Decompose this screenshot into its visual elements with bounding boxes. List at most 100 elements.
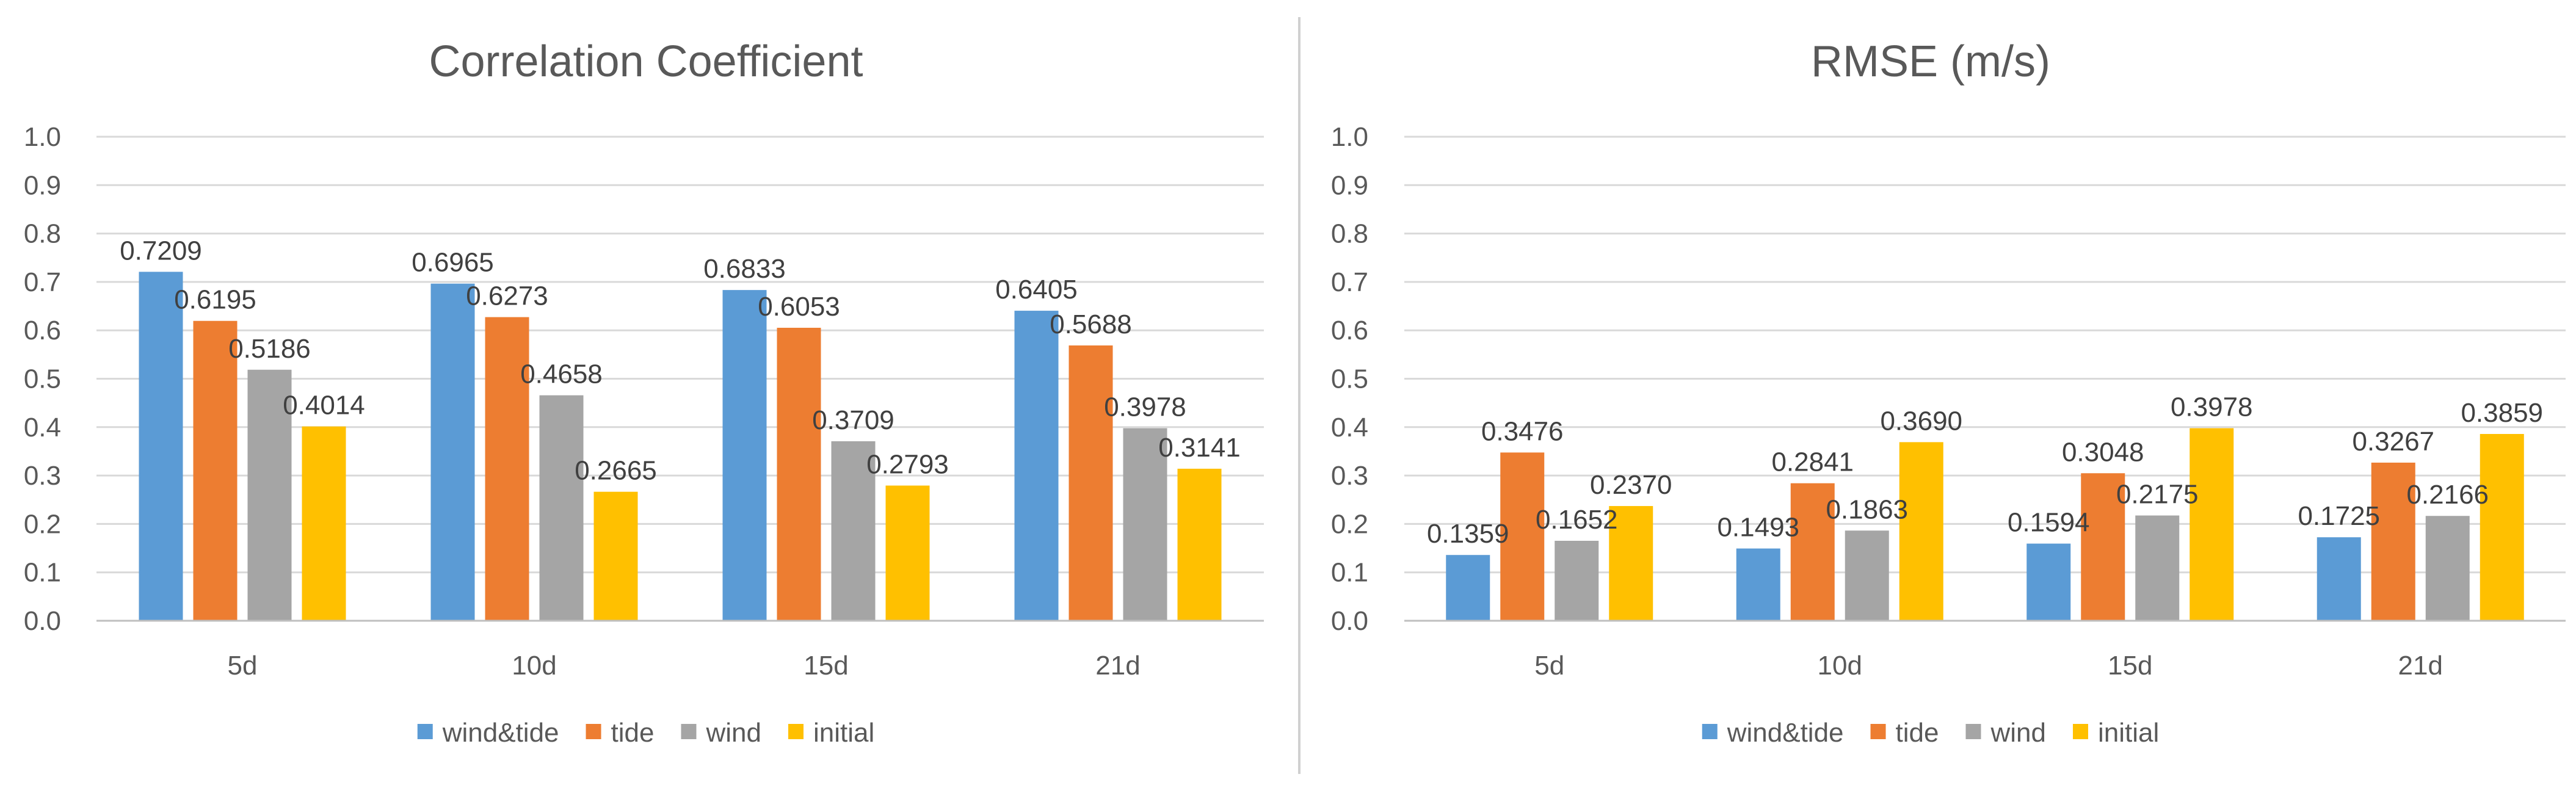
y-tick-label: 0.8 <box>1331 219 1368 249</box>
data-label-initial-10d: 0.2665 <box>575 456 657 486</box>
legend-swatch-tide <box>1870 724 1886 739</box>
x-tick-label-10d: 10d <box>512 651 556 681</box>
y-tick-label: 0.3 <box>24 461 61 491</box>
legend-label-initial: initial <box>813 718 874 748</box>
bar-wind-21d <box>1123 428 1167 621</box>
correlation-coefficient-chart: Correlation Coefficient 0.7209 0.6195 0.5 1… <box>24 37 1264 748</box>
bar-tide-10d <box>485 317 529 621</box>
legend-label-wind: wind <box>1990 718 2046 748</box>
data-label-wind-and-tide-10d: 0.1493 <box>1717 513 1799 543</box>
data-label-wind-15d: 0.2175 <box>2116 480 2199 510</box>
y-tick-label: 0.4 <box>1331 413 1368 443</box>
bar-tide-5d <box>193 320 238 621</box>
bar-wind-and-tide-21d <box>1014 311 1059 621</box>
y-tick-label: 1.0 <box>24 122 61 152</box>
bar-initial-5d <box>302 426 346 621</box>
legend-swatch-wind-and-tide <box>417 724 433 739</box>
bar-initial-10d <box>1899 442 1943 621</box>
legend-label-initial: initial <box>2098 718 2159 748</box>
y-tick-label: 0.7 <box>24 267 61 297</box>
data-label-tide-21d: 0.5688 <box>1050 309 1132 339</box>
axis: 0.0 0.1 0.2 0.3 0.4 0.5 0.6 0.7 0.8 0.9 1.0 5d 10d 15… <box>1331 122 2566 681</box>
data-label-wind-10d: 0.4658 <box>520 360 603 389</box>
bar-tide-15d <box>2081 473 2125 621</box>
legend-label-tide: tide <box>1896 718 1939 748</box>
x-tick-label-21d: 21d <box>2398 651 2443 681</box>
data-label-tide-10d: 0.6273 <box>466 281 548 311</box>
legend-label-wind: wind <box>705 718 761 748</box>
legend-swatch-wind <box>681 724 697 739</box>
x-tick-label-15d: 15d <box>804 651 848 681</box>
data-label-tide-10d: 0.2841 <box>1771 447 1854 477</box>
bar-wind-and-tide-5d <box>139 272 183 621</box>
y-tick-label: 0.5 <box>24 364 61 394</box>
data-labels: 0.1359 0.3476 0.1652 0.2370 0.1493 0.2841 0.18… <box>1427 392 2543 549</box>
bar-tide-21d <box>1068 345 1113 621</box>
y-tick-label: 1.0 <box>1331 122 1368 152</box>
data-label-wind-and-tide-5d: 0.1359 <box>1427 519 1509 549</box>
bar-wind-and-tide-15d <box>722 290 767 621</box>
bars <box>139 272 1222 621</box>
chart-title: RMSE (m/s) <box>1811 37 2050 86</box>
y-tick-label: 0.1 <box>24 558 61 588</box>
data-label-initial-5d: 0.4014 <box>283 391 365 421</box>
bar-initial-5d <box>1609 506 1653 621</box>
legend-swatch-initial <box>788 724 804 739</box>
legend-label-wind-and-tide: wind&tide <box>1727 718 1844 748</box>
data-label-tide-5d: 0.6195 <box>174 285 256 315</box>
bar-initial-10d <box>593 491 638 621</box>
bar-wind-5d <box>1555 540 1599 621</box>
data-label-wind-and-tide-5d: 0.7209 <box>120 236 202 266</box>
y-tick-label: 0.0 <box>1331 606 1368 636</box>
data-label-initial-15d: 0.2793 <box>866 450 949 480</box>
chart-title: Correlation Coefficient <box>429 37 863 86</box>
bars <box>1446 428 2524 621</box>
data-label-wind-and-tide-21d: 0.6405 <box>995 275 1078 305</box>
x-tick-label-5d: 5d <box>228 651 258 681</box>
bar-wind-15d <box>831 441 876 621</box>
data-label-wind-5d: 0.1652 <box>1536 505 1618 535</box>
y-tick-label: 0.7 <box>1331 267 1368 297</box>
data-label-tide-15d: 0.3048 <box>2062 437 2144 467</box>
y-tick-label: 0.6 <box>24 316 61 345</box>
legend-label-wind-and-tide: wind&tide <box>442 718 559 748</box>
bar-initial-15d <box>885 485 930 621</box>
bar-wind-5d <box>247 369 292 621</box>
y-tick-label: 0.5 <box>1331 364 1368 394</box>
bar-wind-and-tide-5d <box>1446 555 1490 621</box>
bar-wind-15d <box>2135 515 2180 621</box>
x-tick-label-21d: 21d <box>1095 651 1140 681</box>
data-label-initial-15d: 0.3978 <box>2171 392 2253 422</box>
bar-tide-5d <box>1500 452 1545 621</box>
y-tick-label: 0.9 <box>24 170 61 200</box>
data-label-wind-and-tide-10d: 0.6965 <box>412 248 494 278</box>
data-label-tide-5d: 0.3476 <box>1481 416 1564 446</box>
data-label-wind-21d: 0.3978 <box>1104 392 1186 422</box>
data-label-initial-21d: 0.3859 <box>2461 398 2543 428</box>
x-tick-label-5d: 5d <box>1534 651 1564 681</box>
legend-swatch-initial <box>2072 724 2088 739</box>
y-tick-label: 0.3 <box>1331 461 1368 491</box>
bar-initial-15d <box>2190 428 2234 621</box>
axis: 0.0 0.1 0.2 0.3 0.4 0.5 0.6 0.7 0.8 0.9 1.0 5d 10d 15… <box>24 122 1264 681</box>
y-tick-label: 0.6 <box>1331 316 1368 345</box>
y-tick-label: 0.2 <box>1331 509 1368 539</box>
bar-wind-and-tide-10d <box>1736 548 1780 621</box>
data-label-tide-21d: 0.3267 <box>2352 427 2434 457</box>
bar-wind-10d <box>539 395 584 621</box>
x-tick-label-10d: 10d <box>1818 651 1862 681</box>
x-tick-label-15d: 15d <box>2108 651 2152 681</box>
bar-tide-15d <box>777 327 821 621</box>
bar-initial-21d <box>2480 433 2524 621</box>
data-label-wind-10d: 0.1863 <box>1826 494 1908 524</box>
y-tick-label: 0.8 <box>24 219 61 249</box>
bar-wind-and-tide-10d <box>430 283 475 621</box>
data-label-wind-21d: 0.2166 <box>2406 480 2489 510</box>
rmse-chart: RMSE (m/s) 0.1359 0.3476 0.1652 0.2370 0.149… <box>1331 37 2566 748</box>
legend-label-tide: tide <box>611 718 655 748</box>
legend-swatch-wind <box>1965 724 1981 739</box>
legend: wind&tide tide wind initial <box>1702 718 2159 748</box>
